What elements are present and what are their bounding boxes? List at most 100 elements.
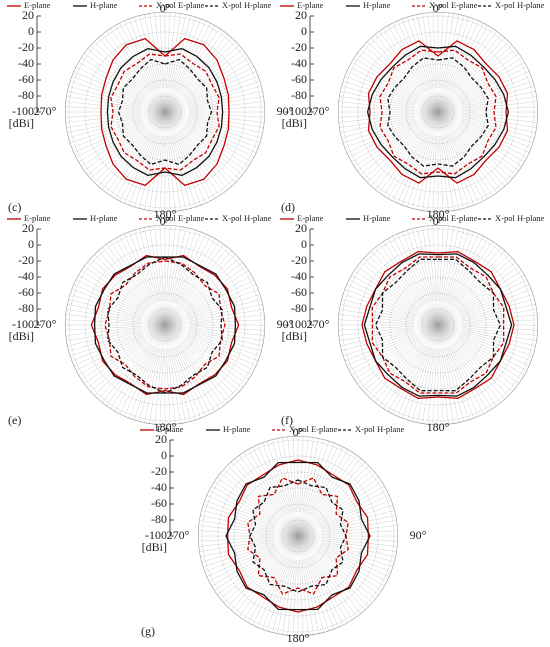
- spoke: [154, 225, 163, 302]
- spoke: [339, 328, 415, 341]
- spoke: [319, 495, 390, 527]
- spoke: [375, 343, 424, 403]
- spoke: [119, 235, 155, 304]
- spoke: [397, 346, 429, 417]
- spoke: [459, 71, 530, 103]
- spoke: [449, 132, 489, 199]
- spoke: [188, 328, 264, 341]
- grid-circle: [405, 79, 471, 145]
- spoke: [183, 339, 243, 388]
- spoke: [231, 553, 283, 611]
- spoke: [371, 342, 423, 400]
- axis-label: [dBi]: [282, 329, 307, 343]
- spoke: [179, 247, 228, 307]
- spoke: [188, 326, 265, 331]
- spoke: [342, 293, 416, 318]
- spoke: [199, 520, 275, 533]
- legend-label: H-plane: [90, 213, 118, 223]
- spoke: [188, 319, 265, 324]
- spoke: [277, 438, 294, 513]
- spoke: [211, 547, 278, 587]
- spoke: [299, 436, 304, 513]
- spoke: [441, 226, 454, 302]
- spoke: [188, 331, 262, 352]
- outer-ring: [337, 11, 539, 213]
- spoke: [397, 133, 429, 204]
- r-tick-label: -20: [151, 464, 167, 478]
- spoke: [402, 347, 430, 419]
- spoke: [98, 250, 150, 308]
- spoke: [110, 241, 153, 305]
- spoke: [316, 550, 376, 599]
- spoke: [309, 449, 349, 516]
- spoke: [149, 13, 162, 89]
- spoke: [354, 337, 418, 380]
- spoke: [188, 113, 265, 118]
- spoke: [461, 298, 535, 319]
- spoke: [458, 270, 522, 313]
- spoke: [301, 437, 314, 513]
- grid-circle: [389, 276, 487, 374]
- spoke: [185, 61, 252, 101]
- spoke: [167, 348, 176, 425]
- spoke: [340, 329, 415, 346]
- r-tick-label: -40: [291, 269, 307, 283]
- spoke: [411, 135, 432, 209]
- spoke: [67, 329, 142, 346]
- legend-label: E-plane: [297, 213, 324, 223]
- spoke: [65, 106, 142, 111]
- spoke: [65, 314, 142, 323]
- spoke: [172, 16, 197, 90]
- spoke: [172, 229, 197, 303]
- grid-circle: [233, 471, 363, 601]
- spoke: [321, 539, 397, 552]
- pattern-line: [379, 49, 497, 175]
- spoke: [379, 344, 425, 406]
- legend-label: X-pol H-plane: [495, 0, 545, 10]
- spoke: [185, 337, 249, 380]
- spoke: [180, 342, 232, 400]
- spoke: [306, 558, 334, 630]
- spoke: [453, 37, 505, 95]
- spoke: [169, 135, 186, 210]
- spoke: [304, 559, 325, 633]
- spoke: [177, 132, 220, 196]
- spoke: [321, 537, 398, 542]
- spoke: [338, 319, 415, 324]
- r-tick-label: -100: [285, 104, 307, 118]
- spoke: [217, 477, 279, 523]
- spoke: [459, 284, 530, 316]
- spoke: [65, 113, 142, 118]
- spoke: [119, 22, 155, 91]
- spoke: [357, 53, 419, 99]
- core-shade: [269, 507, 327, 565]
- spoke: [208, 490, 277, 526]
- grid-circle: [68, 228, 262, 422]
- r-tick-label: -40: [18, 56, 34, 70]
- r-tick-label: -80: [151, 512, 167, 526]
- legend-label: X-pol H-plane: [355, 424, 405, 434]
- spoke: [202, 504, 276, 529]
- spoke: [188, 116, 263, 133]
- core-shade: [409, 296, 467, 354]
- pattern-line: [247, 477, 349, 595]
- spoke: [461, 328, 537, 341]
- spoke: [351, 274, 418, 314]
- spoke: [411, 348, 432, 422]
- spoke: [266, 440, 291, 514]
- spoke: [338, 326, 415, 331]
- spoke: [262, 558, 290, 630]
- spoke: [188, 118, 262, 139]
- spoke: [75, 66, 144, 102]
- spoke: [235, 458, 284, 518]
- spoke: [454, 254, 509, 309]
- spoke: [317, 477, 379, 523]
- spoke: [133, 16, 158, 90]
- grid-circle: [281, 519, 315, 553]
- spoke: [315, 469, 373, 521]
- spoke: [171, 135, 192, 209]
- spoke: [307, 444, 339, 515]
- spoke: [188, 314, 265, 323]
- r-tick-label: -20: [18, 40, 34, 54]
- spoke: [432, 12, 437, 89]
